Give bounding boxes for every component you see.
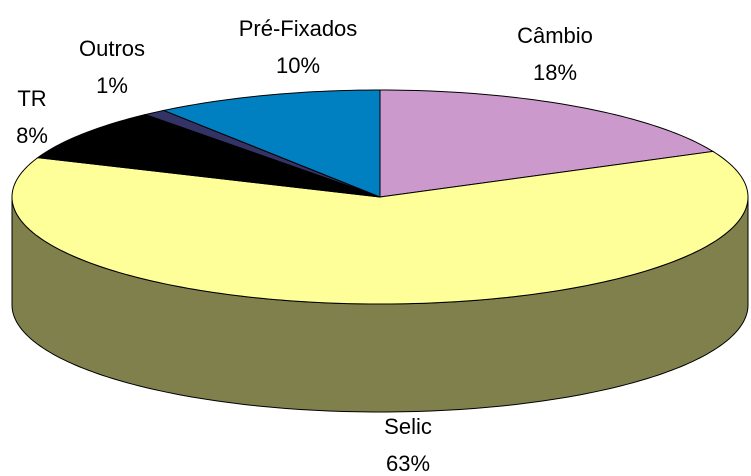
- slice-value-label: 10%: [276, 53, 320, 78]
- slice: [11, 150, 749, 305]
- slice-label: Câmbio: [517, 23, 593, 48]
- slice-label: Outros: [79, 36, 145, 61]
- slice: [379, 89, 715, 198]
- slice-label: Selic: [384, 414, 432, 439]
- slice: [161, 89, 381, 198]
- slice-label: Pré-Fixados: [239, 16, 358, 41]
- slice: [36, 114, 381, 198]
- slice-value-label: 63%: [386, 451, 430, 476]
- slice-label: TR: [17, 86, 46, 111]
- slice-value-label: 1%: [96, 73, 128, 98]
- slice-value-label: 18%: [533, 60, 577, 85]
- slice-value-label: 8%: [16, 123, 48, 148]
